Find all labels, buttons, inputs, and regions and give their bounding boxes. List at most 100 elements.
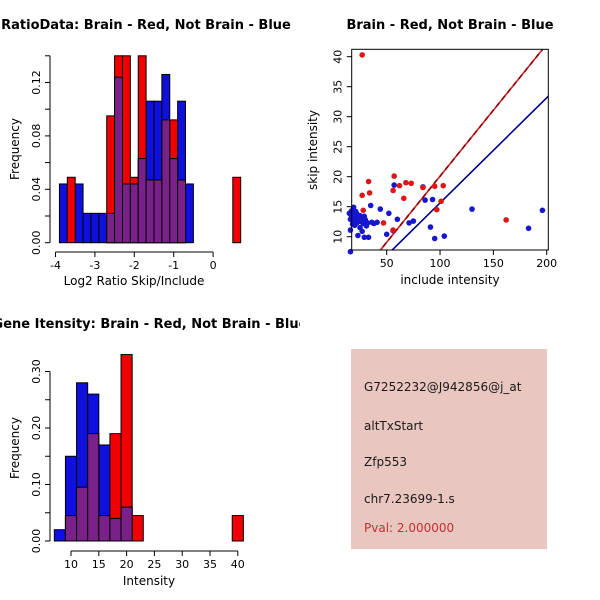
y-tick-label: 40 — [332, 50, 345, 64]
x-tick-label: -4 — [50, 259, 61, 272]
y-axis — [45, 55, 51, 244]
x-tick-label: 50 — [380, 257, 394, 270]
notbrain-point — [383, 231, 390, 238]
y-tick-label: 0.04 — [30, 177, 43, 202]
x-axis — [70, 550, 239, 556]
notbrain-point — [441, 233, 448, 239]
brain-point — [360, 207, 367, 214]
overlap-bar — [109, 517, 122, 542]
panel-title: Gene Itensity: Brain - Red, Not Brain - … — [0, 317, 300, 332]
y-axis-title: skip intensity — [306, 110, 320, 190]
notbrain-point — [469, 206, 475, 212]
gene-intensity-histogram-panel: 10 15 20 25 30 35 40 0.00 0.10 0.20 0.30 Gene Itens… — [0, 317, 300, 588]
histogram-bars — [58, 55, 242, 244]
y-tick-label: 0.00 — [30, 529, 43, 554]
red-bar — [232, 176, 242, 244]
overlap-bar — [145, 179, 155, 244]
y-tick-label: 0.20 — [30, 416, 43, 441]
notbrain-point — [427, 224, 434, 230]
x-tick-label: 30 — [175, 558, 189, 571]
blue-bar — [53, 529, 66, 542]
panel-title: RatioData: Brain - Red, Not Brain - Blue — [1, 18, 291, 33]
brain-point — [420, 184, 426, 191]
x-tick-label: 10 — [64, 558, 78, 571]
brain-point — [431, 183, 438, 190]
brain-point — [391, 173, 397, 179]
intensity-scatter-panel: 50 100 150 200 10 15 20 25 30 35 40 Brain - Red, No… — [306, 18, 557, 287]
notbrain-point — [347, 227, 354, 233]
red-bar — [231, 515, 244, 542]
notbrain-point — [406, 220, 412, 226]
brain-point — [366, 190, 373, 196]
brain-point — [434, 206, 440, 213]
blue-bar — [58, 183, 68, 244]
notbrain-point — [367, 202, 374, 209]
y-tick-label: 0.08 — [30, 124, 43, 149]
x-axis-title: Log2 Ratio Skip/Include — [64, 274, 205, 288]
x-axis-title: include intensity — [400, 273, 499, 287]
brain-point — [390, 187, 396, 194]
brain-point — [365, 178, 372, 185]
brain-point — [390, 227, 396, 233]
y-axis-title: Frequency — [8, 118, 22, 180]
overlap-bar — [120, 506, 133, 542]
brain-point — [396, 182, 403, 189]
x-axis-title: Intensity — [123, 574, 175, 588]
x-tick-label: 20 — [120, 558, 134, 571]
overlap-bar — [137, 158, 147, 244]
overlap-bar — [121, 183, 131, 244]
y-tick-label: 30 — [332, 110, 345, 124]
notbrain-point — [391, 182, 397, 188]
x-tick-label: 25 — [147, 558, 161, 571]
overlap-bar — [177, 179, 187, 244]
x-tick-label: 200 — [536, 257, 557, 270]
red-bar — [66, 176, 76, 244]
notbrain-point — [539, 207, 546, 214]
brain-point — [359, 52, 365, 58]
x-tick-label: -3 — [89, 259, 100, 272]
blue-bar — [185, 183, 194, 244]
overlap-bar — [114, 76, 123, 244]
brain-fit-line-dashes — [379, 49, 544, 250]
genome-location-text: chr7.23699-1.s — [364, 492, 455, 506]
ratio-histogram-panel: -4 -3 -2 -1 0 0.00 0.04 0.08 0.12 RatioData: Brai… — [1, 18, 291, 288]
overlap-bar — [76, 486, 89, 542]
event-type-text: altTxStart — [364, 419, 424, 433]
brain-point — [408, 180, 415, 187]
notbrain-point — [377, 206, 384, 212]
probe-id-text: G7252232@J942856@j_at — [364, 380, 522, 394]
blue-bar — [98, 212, 108, 244]
y-axis-title: Frequency — [8, 417, 22, 479]
x-tick-label: 100 — [430, 257, 451, 270]
blue-bar — [90, 212, 100, 244]
pval-text: Pval: 2.000000 — [364, 521, 455, 535]
notbrain-point — [350, 204, 357, 211]
overlap-bar — [98, 515, 111, 542]
brain-point — [438, 198, 444, 205]
brain-point — [380, 220, 387, 226]
y-tick-label: 0.30 — [30, 359, 43, 384]
x-tick-label: -2 — [129, 259, 140, 272]
notbrain-point — [365, 234, 372, 241]
y-axis — [45, 371, 51, 542]
overlap-bar — [87, 433, 100, 542]
x-tick-label: 15 — [92, 558, 106, 571]
blue-bar — [82, 212, 92, 244]
plot-box — [351, 48, 549, 251]
axes-ticks — [346, 56, 548, 255]
overlap-bar — [106, 212, 116, 244]
x-tick-label: 35 — [203, 558, 217, 571]
y-tick-label: 10 — [332, 230, 345, 244]
overlap-bar — [153, 179, 163, 244]
notbrain-point — [410, 218, 417, 224]
y-tick-label: 0.12 — [30, 70, 43, 95]
notbrain-point — [394, 216, 401, 223]
notbrain-point — [355, 232, 361, 239]
y-tick-label: 25 — [332, 140, 345, 154]
y-tick-label: 20 — [332, 170, 345, 184]
brain-point — [503, 217, 509, 223]
notbrain-point — [374, 219, 380, 226]
notbrain-point — [525, 225, 532, 232]
x-tick-label: -1 — [168, 259, 179, 272]
